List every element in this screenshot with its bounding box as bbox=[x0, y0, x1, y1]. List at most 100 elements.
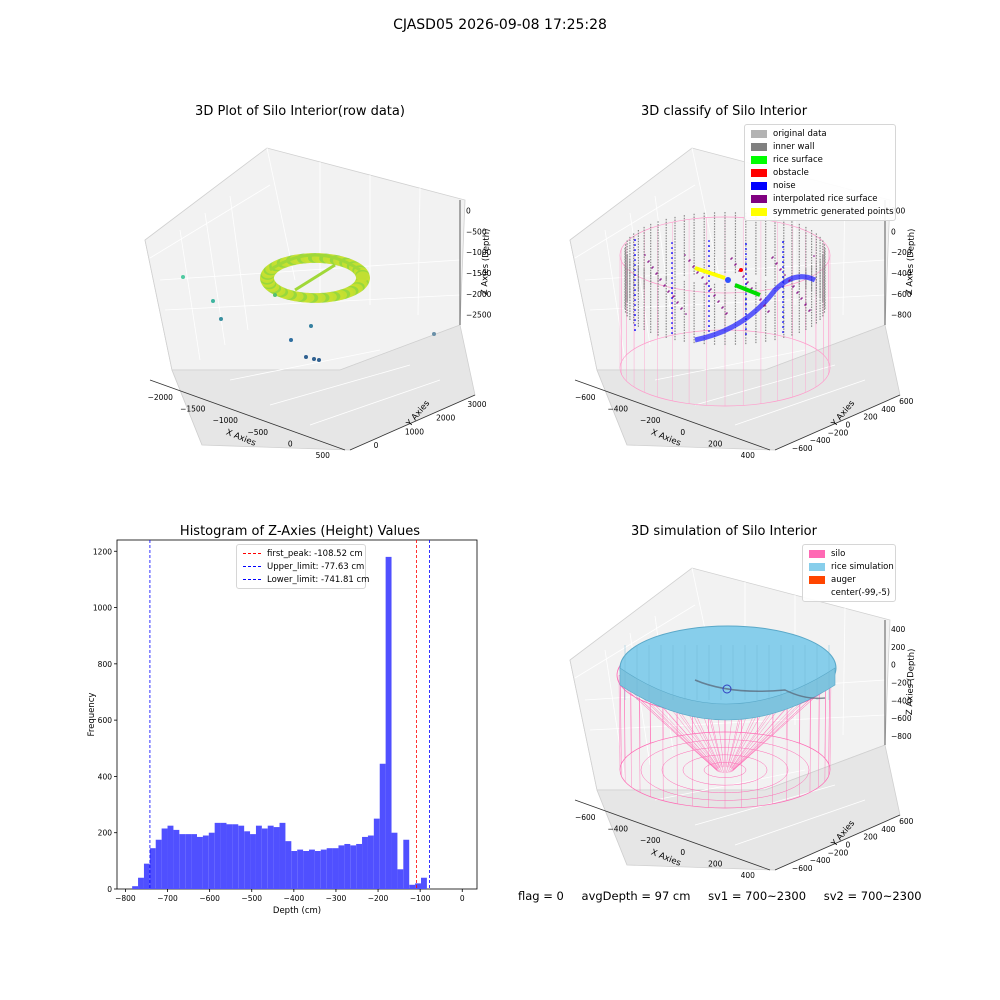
noise-point bbox=[671, 312, 673, 314]
sim-silo-wire bbox=[618, 674, 621, 771]
y-tick-label: 0 bbox=[107, 885, 112, 894]
interpolated-point bbox=[763, 305, 765, 307]
simulation-z-tick-label: −600 bbox=[891, 714, 912, 723]
noise-point bbox=[745, 283, 747, 285]
interpolated-point bbox=[681, 307, 683, 309]
raw-outlier-point bbox=[309, 324, 313, 328]
noise-point bbox=[671, 247, 673, 249]
interpolated-point bbox=[771, 257, 773, 259]
noise-point bbox=[634, 249, 636, 251]
histogram-x-axis-label: Depth (cm) bbox=[273, 906, 321, 916]
simulation-z-tick-label: 400 bbox=[891, 625, 906, 634]
simulation-x-tick-label: −200 bbox=[640, 836, 661, 845]
sim-silo-wire bbox=[728, 710, 774, 773]
raw-point-cloud bbox=[181, 253, 436, 362]
simulation-x-tick-label: 400 bbox=[741, 871, 756, 880]
interpolated-point bbox=[788, 280, 790, 282]
sim-silo-wire bbox=[730, 703, 801, 773]
classify-legend: original data inner wall rice surface obsta… bbox=[744, 124, 896, 221]
noise-point bbox=[634, 329, 636, 331]
noise-point bbox=[708, 320, 710, 322]
interpolated-point bbox=[796, 292, 798, 294]
classify-gridline bbox=[654, 349, 806, 381]
classify-gridline bbox=[694, 364, 836, 406]
classify-z-tick-label: −600 bbox=[891, 290, 912, 299]
classify-y-tick-label: 600 bbox=[899, 397, 914, 406]
classify-z-axis-label: Z Axies (Depth) bbox=[905, 228, 917, 295]
histogram-bar bbox=[314, 851, 321, 889]
legend-label: interpolated rice surface bbox=[773, 193, 878, 204]
legend-label: original data bbox=[773, 128, 827, 139]
interpolated-point bbox=[735, 263, 737, 265]
interpolated-point bbox=[780, 268, 782, 270]
raw-outlier-point bbox=[304, 355, 308, 359]
raw-ring-strut bbox=[269, 253, 361, 272]
noise-point bbox=[634, 319, 636, 321]
noise-point bbox=[745, 248, 747, 250]
legend-swatch bbox=[751, 142, 767, 151]
noise-point bbox=[708, 315, 710, 317]
simulation-z-tick-label: 200 bbox=[891, 643, 906, 652]
classify-panel-title: 3D classify of Silo Interior bbox=[640, 104, 808, 119]
histogram-bar bbox=[356, 843, 363, 889]
classify-gridline bbox=[589, 294, 886, 311]
interpolated-point bbox=[804, 304, 806, 306]
noise-point bbox=[708, 330, 710, 332]
legend-label: silo bbox=[831, 548, 846, 559]
interpolated-point bbox=[710, 288, 712, 290]
sim-silo-floor-ring bbox=[703, 762, 747, 778]
noise-point bbox=[634, 289, 636, 291]
histogram-bar bbox=[303, 851, 309, 889]
noise-point bbox=[745, 308, 747, 310]
legend-entry: obstacle bbox=[745, 166, 895, 179]
figure-title: CJASD05 2026-09-08 17:25:28 bbox=[393, 17, 607, 33]
sv1-status: sv1 = 700~2300 bbox=[708, 889, 807, 903]
histogram-bar bbox=[161, 828, 168, 889]
noise-point bbox=[634, 239, 636, 241]
sv2-status: sv2 = 700~2300 bbox=[823, 889, 922, 903]
classify-x-tick-label: 200 bbox=[708, 440, 723, 449]
interpolated-point bbox=[692, 266, 694, 268]
noise-point bbox=[745, 253, 747, 255]
raw-3d-plot: −2000 −1500 −1000 −500 0 500 0 1000 2000 3000 0 −50… bbox=[144, 147, 492, 460]
histogram-bar bbox=[267, 825, 274, 889]
histogram-bar bbox=[208, 832, 215, 889]
legend-entry: auger bbox=[803, 573, 895, 586]
rice-surface-crease bbox=[694, 679, 826, 700]
noise-point bbox=[782, 301, 784, 303]
noise-point bbox=[634, 254, 636, 256]
raw-x-tick-label: 500 bbox=[316, 451, 331, 460]
interpolated-point bbox=[697, 271, 699, 273]
sim-silo-wire bbox=[818, 693, 820, 788]
sim-silo-floor-ring bbox=[661, 746, 789, 794]
noise-point bbox=[671, 292, 673, 294]
histogram-bar bbox=[244, 831, 251, 889]
histogram-bar bbox=[326, 848, 333, 889]
raw-z-tick-label: −2500 bbox=[466, 311, 492, 320]
simulation-y-tick-label: 200 bbox=[863, 833, 878, 842]
noise-point bbox=[782, 251, 784, 253]
status-line: flag = 0 avgDepth = 97 cm sv1 = 700~2300… bbox=[518, 889, 988, 903]
interpolated-point bbox=[677, 301, 679, 303]
noise-point bbox=[782, 291, 784, 293]
raw-gridline bbox=[179, 229, 201, 361]
noise-point bbox=[745, 303, 747, 305]
histogram-bar bbox=[415, 883, 421, 889]
interpolated-point bbox=[684, 254, 686, 256]
legend-label: inner wall bbox=[773, 141, 815, 152]
interpolated-point bbox=[672, 296, 674, 298]
legend-swatch bbox=[751, 155, 767, 164]
interpolated-point bbox=[800, 298, 802, 300]
simulation-x-tick-label: 0 bbox=[680, 848, 685, 857]
raw-y-tick-label: 1000 bbox=[405, 427, 424, 436]
noise-point bbox=[634, 304, 636, 306]
sim-silo-floor-ring bbox=[682, 754, 768, 786]
sim-silo-wire bbox=[731, 693, 820, 772]
sim-silo-wire bbox=[708, 714, 724, 774]
histogram-bar bbox=[191, 834, 197, 889]
symmetric-points bbox=[694, 266, 726, 280]
raw-z-tick-label: −1500 bbox=[466, 269, 492, 278]
noise-point bbox=[671, 287, 673, 289]
avg-depth-status: avgDepth = 97 cm bbox=[581, 889, 691, 903]
legend-label: Lower_limit: -741.81 cm bbox=[267, 574, 370, 585]
